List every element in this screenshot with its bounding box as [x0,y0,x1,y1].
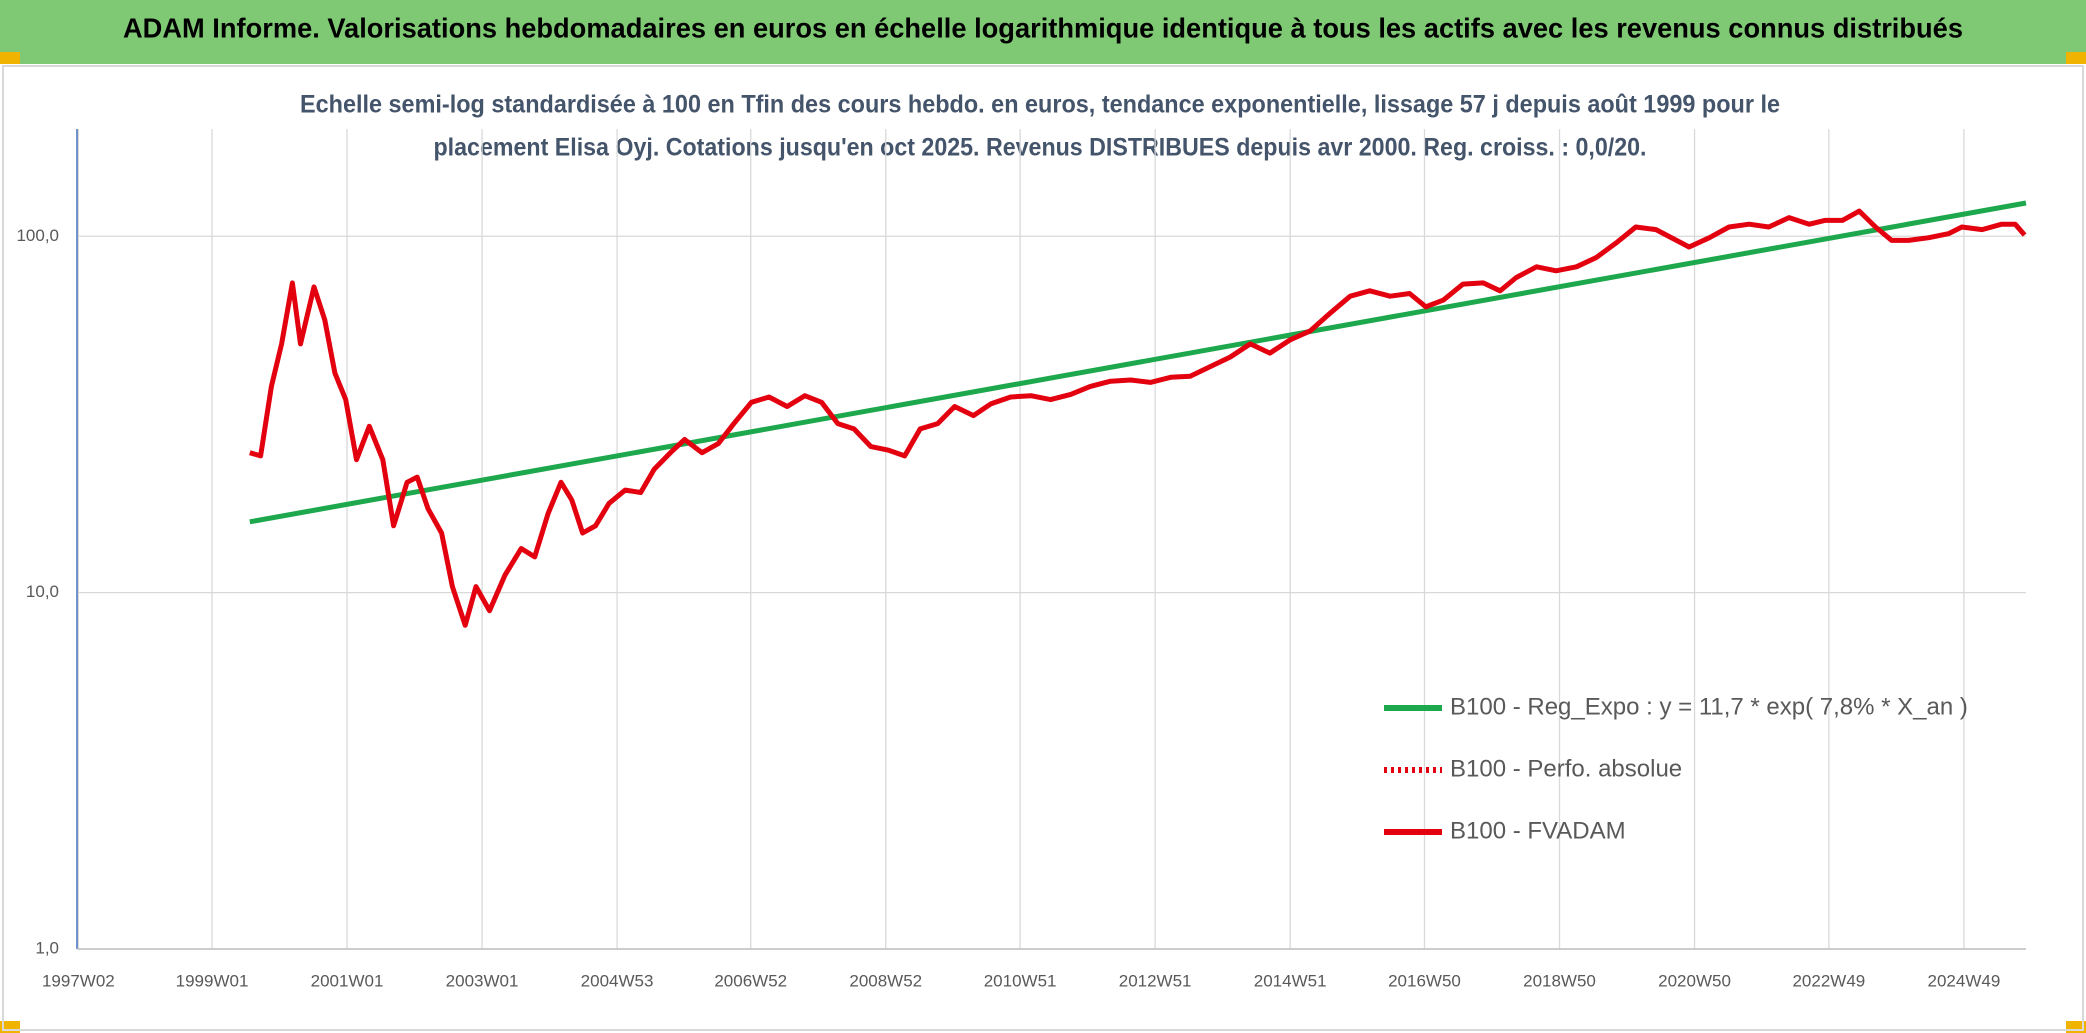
y-tick-label: 1,0 [35,938,59,957]
x-tick-label: 2014W51 [1254,971,1327,990]
legend-label: B100 - Reg_Expo : y = 11,7 * exp( 7,8% *… [1450,693,1968,720]
x-tick-label: 2020W50 [1658,971,1731,990]
chart-frame [2,65,2084,1031]
x-tick-label: 1999W01 [176,971,249,990]
x-tick-label: 1997W02 [42,971,115,990]
y-tick-label: 100,0 [16,226,59,245]
x-tick-label: 2016W50 [1388,971,1461,990]
x-tick-label: 2001W01 [311,971,384,990]
x-tick-label: 2010W51 [984,971,1057,990]
x-tick-label: 2003W01 [446,971,519,990]
x-tick-label: 2006W52 [714,971,787,990]
header-bar [0,0,2086,64]
chart-subtitle: Echelle semi-log standardisée à 100 en T… [300,91,1780,119]
chart-subtitle: placement Elisa Oyj. Cotations jusqu'en … [434,134,1647,162]
x-tick-label: 2004W53 [581,971,654,990]
series-line [249,200,2027,525]
corner-mark [0,52,20,64]
legend-label: B100 - FVADAM [1450,817,1626,844]
x-tick-label: 2012W51 [1119,971,1192,990]
x-tick-label: 2018W50 [1523,971,1596,990]
legend-label: B100 - Perfo. absolue [1450,755,1682,782]
x-tick-label: 2022W49 [1792,971,1865,990]
y-tick-label: 10,0 [26,582,59,601]
series-line [249,208,2027,628]
x-tick-label: 2024W49 [1928,971,2001,990]
x-tick-label: 2008W52 [849,971,922,990]
chart-title: ADAM Informe. Valorisations hebdomadaire… [123,12,1963,43]
corner-mark [2066,52,2086,64]
